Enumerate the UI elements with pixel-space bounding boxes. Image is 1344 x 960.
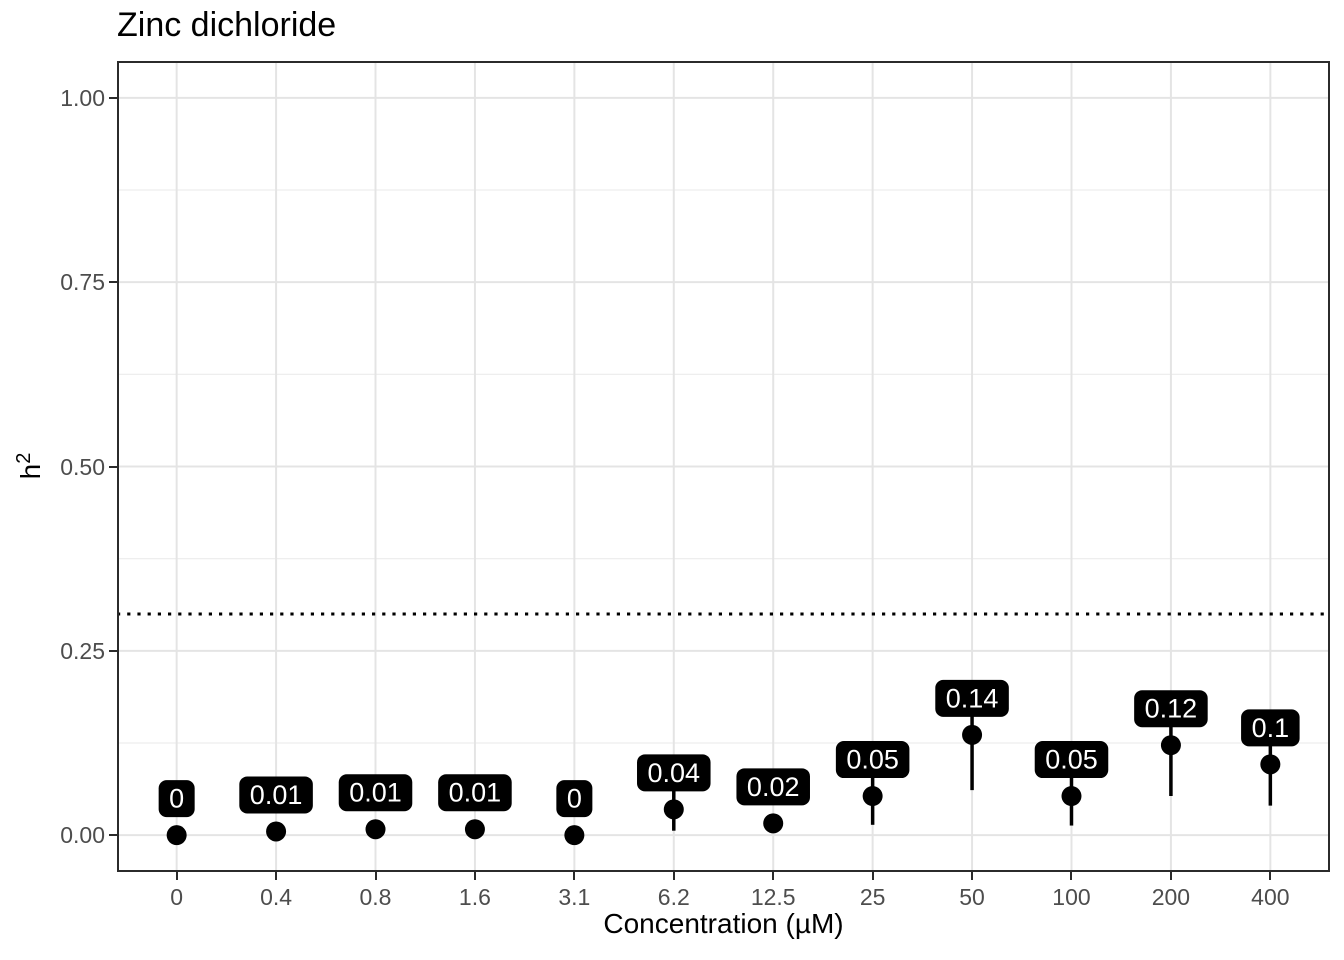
point-label: 0.14 [946,683,999,713]
data-point [266,821,287,842]
data-point [663,799,684,820]
y-tick-label: 0.50 [60,453,105,480]
y-tick-label: 1.00 [60,84,105,111]
x-axis-tick [1169,872,1172,880]
point-label: 0.01 [349,778,402,808]
x-axis-tick [275,872,278,880]
point-label-box [935,679,1009,717]
x-tick-label: 1.6 [458,884,491,910]
point-label: 0.1 [1252,713,1290,743]
x-tick-label: 50 [959,884,985,910]
y-axis-tick [109,649,117,652]
point-label: 0.05 [1045,745,1098,775]
point-label-box [637,754,711,792]
x-tick-label: 6.2 [657,884,690,910]
data-point [564,825,585,846]
x-tick-label: 0 [170,884,184,910]
point-label: 0 [169,784,184,814]
x-tick-label: 0.4 [260,884,293,910]
point-label-box [736,768,810,806]
x-tick-label: 400 [1251,884,1290,910]
point-label-box [338,774,413,812]
y-tick-label: 0.25 [60,637,105,664]
panel-border [117,61,1330,872]
y-axis-tick [109,465,117,468]
data-point [1160,735,1181,756]
x-axis-tick [1070,872,1073,880]
data-point [962,724,983,745]
point-label-box [1034,741,1109,779]
point-label: 0.02 [747,772,800,802]
point-label: 0.12 [1145,694,1198,724]
point-label: 0.05 [846,745,899,775]
data-point [166,825,187,846]
x-axis-tick [374,872,377,880]
point-label: 0 [567,784,582,814]
point-label-box [438,774,512,812]
x-tick-label: 0.8 [359,884,392,910]
data-point [1061,786,1082,807]
point-label: 0.04 [648,758,701,788]
data-point [763,813,784,834]
x-axis-tick [672,872,675,880]
x-tick-label: 25 [859,884,886,910]
x-axis-title: Concentration (µM) [603,908,844,939]
x-axis-tick [871,872,874,880]
y-axis-tick [109,281,117,284]
point-label: 0.01 [449,778,502,808]
point-label-box [1241,709,1300,747]
data-point [365,819,386,840]
plot-title: Zinc dichloride [117,6,337,44]
x-axis-tick [573,872,576,880]
x-tick-label: 100 [1052,884,1091,910]
data-point [464,819,485,840]
point-label-box [556,780,593,818]
point-label: 0.01 [250,780,303,810]
x-axis-tick [772,872,775,880]
y-tick-label: 0.00 [60,822,105,849]
point-label-box [158,780,195,818]
y-axis-tick [109,96,117,99]
y-tick-label: 0.75 [60,269,105,296]
plot-panel: 0 0.01 0.01 0.01 0 0.04 0.02 0.05 0.14 0.05 0.12 0.… [117,61,1330,872]
x-axis-tick [1269,872,1272,880]
data-point [862,786,883,807]
x-tick-label: 200 [1151,884,1191,910]
point-label-box [835,741,910,779]
x-axis-tick [971,872,974,880]
x-axis-tick [473,872,476,880]
y-axis-tick [109,834,117,837]
x-tick-label: 3.1 [558,884,591,910]
x-axis-tick [175,872,178,880]
x-tick-label: 12.5 [750,884,796,910]
point-label-box [1134,690,1208,728]
data-point [1260,754,1281,775]
point-label-box [239,776,313,814]
